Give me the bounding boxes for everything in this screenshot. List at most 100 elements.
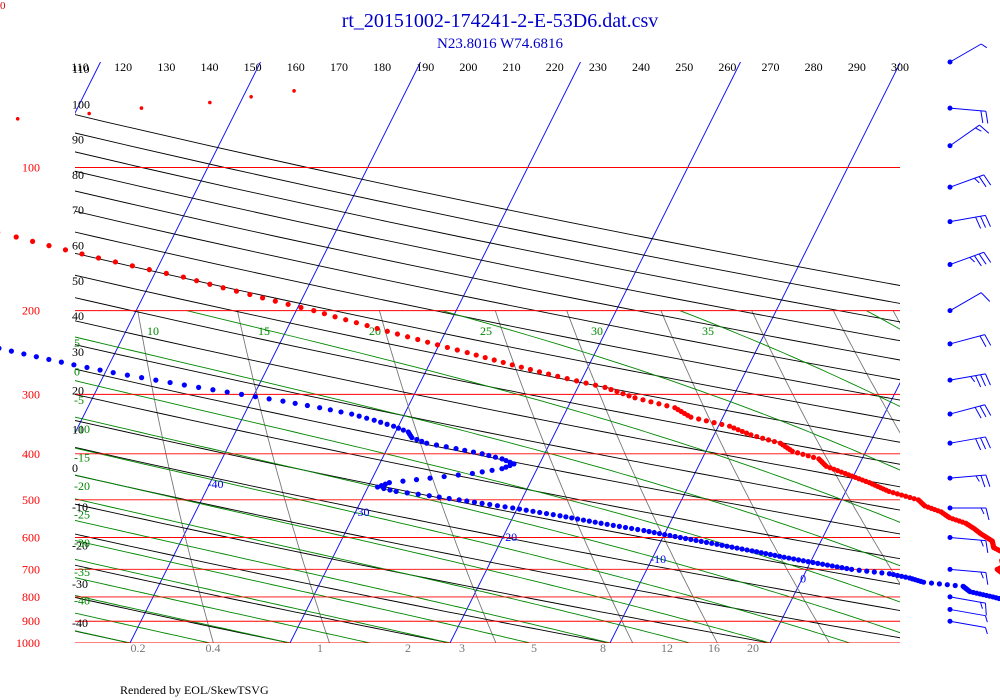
dewpoint-point: [181, 382, 187, 388]
temperature-point: [890, 490, 896, 496]
dewpoint-point: [667, 532, 673, 539]
temperature-point: [800, 451, 806, 457]
temperature-point: [87, 111, 91, 116]
dewpoint-point: [349, 411, 355, 417]
dry-adiabat-line: [75, 368, 900, 535]
mixing-ratio-label: 20: [747, 641, 759, 655]
dewpoint-point: [503, 457, 509, 464]
temperature-tick-label: 140: [200, 60, 218, 74]
mixing-ratio-line: [494, 310, 634, 643]
wind-barbs: [947, 43, 992, 635]
moist-adiabat-line: [75, 498, 691, 643]
dewpoint-point: [499, 466, 505, 472]
dewpoint-point: [894, 572, 901, 579]
dry-adiabat-label: 50: [72, 274, 84, 288]
wind-barb-feather: [984, 627, 988, 635]
dewpoint-point: [651, 529, 657, 536]
dry-adiabat-label: 110: [72, 62, 90, 76]
temperature-point: [129, 263, 135, 269]
wind-barb-feather: [984, 215, 991, 227]
wind-barb-staff: [949, 334, 985, 345]
temperature-point: [632, 395, 638, 401]
temperature-point: [292, 89, 296, 93]
wind-barb-feather: [985, 474, 991, 487]
temperature-point: [608, 386, 614, 393]
wind-barb-staff: [949, 373, 986, 381]
dewpoint-point: [714, 541, 720, 547]
temperature-tick-label: 260: [718, 60, 736, 74]
dewpoint-point: [936, 581, 943, 587]
dry-adiabat-line: [75, 420, 900, 585]
temperature-point: [711, 420, 717, 426]
dewpoint-point: [153, 377, 159, 383]
dewpoint-point: [890, 571, 897, 578]
dewpoint-point: [754, 549, 760, 555]
temperature-point: [795, 450, 801, 456]
dewpoint-point: [196, 384, 202, 390]
chart-subtitle: N23.8016 W74.6816: [437, 36, 563, 52]
dry-adiabat-label: -10: [72, 500, 88, 514]
mixing-ratio-label: 3: [459, 641, 465, 655]
dry-adiabat-line: [75, 503, 771, 643]
wind-barb-feather: [980, 292, 991, 302]
moist-adiabat-label: 30: [591, 324, 603, 338]
dry-adiabat-line: [75, 564, 451, 643]
corner-label: 0: [0, 0, 6, 12]
dewpoint-point: [378, 483, 385, 489]
dry-adiabat-line: [75, 190, 900, 361]
wind-barb: [947, 334, 992, 347]
temperature-point: [527, 366, 534, 373]
temperature-point: [915, 497, 921, 503]
dewpoint-point: [494, 503, 501, 509]
dry-adiabat-label: 0: [72, 461, 78, 475]
temperature-tick-label: 110: [71, 60, 89, 74]
wind-barb-feather: [970, 376, 976, 383]
moist-adiabat-line: [75, 558, 451, 643]
moist-adiabat-line: [75, 519, 611, 643]
dewpoint-point: [703, 539, 710, 545]
wind-barb-feather: [980, 437, 987, 450]
dewpoint-point: [734, 545, 740, 551]
temperature-point: [364, 322, 370, 329]
dewpoint-point: [763, 550, 769, 557]
moist-adiabat-label: 20: [369, 324, 381, 338]
dewpoint-point: [952, 582, 958, 589]
wind-barb-feather: [984, 603, 987, 616]
dewpoint-point: [71, 362, 77, 368]
pressure-tick-label: 300: [22, 387, 40, 401]
isotherm-line: [769, 381, 900, 643]
pressure-tick-label: 1000: [16, 636, 40, 650]
wind-barb-feather: [985, 572, 989, 585]
dewpoint-point: [499, 456, 505, 462]
dewpoint-point: [393, 488, 399, 495]
temperature-point: [894, 491, 900, 497]
wind-barb-feather: [974, 255, 982, 267]
temperature-tick-label: 180: [373, 60, 391, 74]
temperature-point: [193, 278, 200, 284]
dry-adiabat-line: [75, 297, 900, 465]
footer-credit: Rendered by EOL/SkewTSVG: [120, 683, 269, 697]
dewpoint-point: [610, 522, 616, 528]
mixing-ratio-label: 1: [317, 641, 323, 655]
isotherm-line: [930, 62, 1000, 643]
dewpoint-point: [709, 540, 715, 546]
temperature-point: [777, 440, 783, 446]
dewpoint-point: [479, 500, 485, 506]
dewpoint-point: [749, 548, 755, 554]
temperature-point: [384, 328, 390, 334]
dewpoint-point: [479, 451, 485, 457]
isotherm-label: 0: [800, 572, 806, 586]
dewpoint-point: [646, 528, 652, 535]
dewpoint-point: [415, 491, 421, 497]
wind-barb-feather: [983, 174, 992, 186]
temperature-point: [259, 295, 266, 301]
temperature-point: [353, 320, 360, 326]
moist-adiabat-line: [75, 612, 211, 643]
temperature-point: [754, 433, 760, 440]
dewpoint-point: [672, 533, 678, 540]
dewpoint-point: [739, 546, 745, 552]
temperature-point: [602, 384, 608, 390]
dewpoint-point: [856, 567, 862, 573]
dewpoint-point: [907, 575, 913, 581]
dewpoint-point: [886, 571, 893, 577]
